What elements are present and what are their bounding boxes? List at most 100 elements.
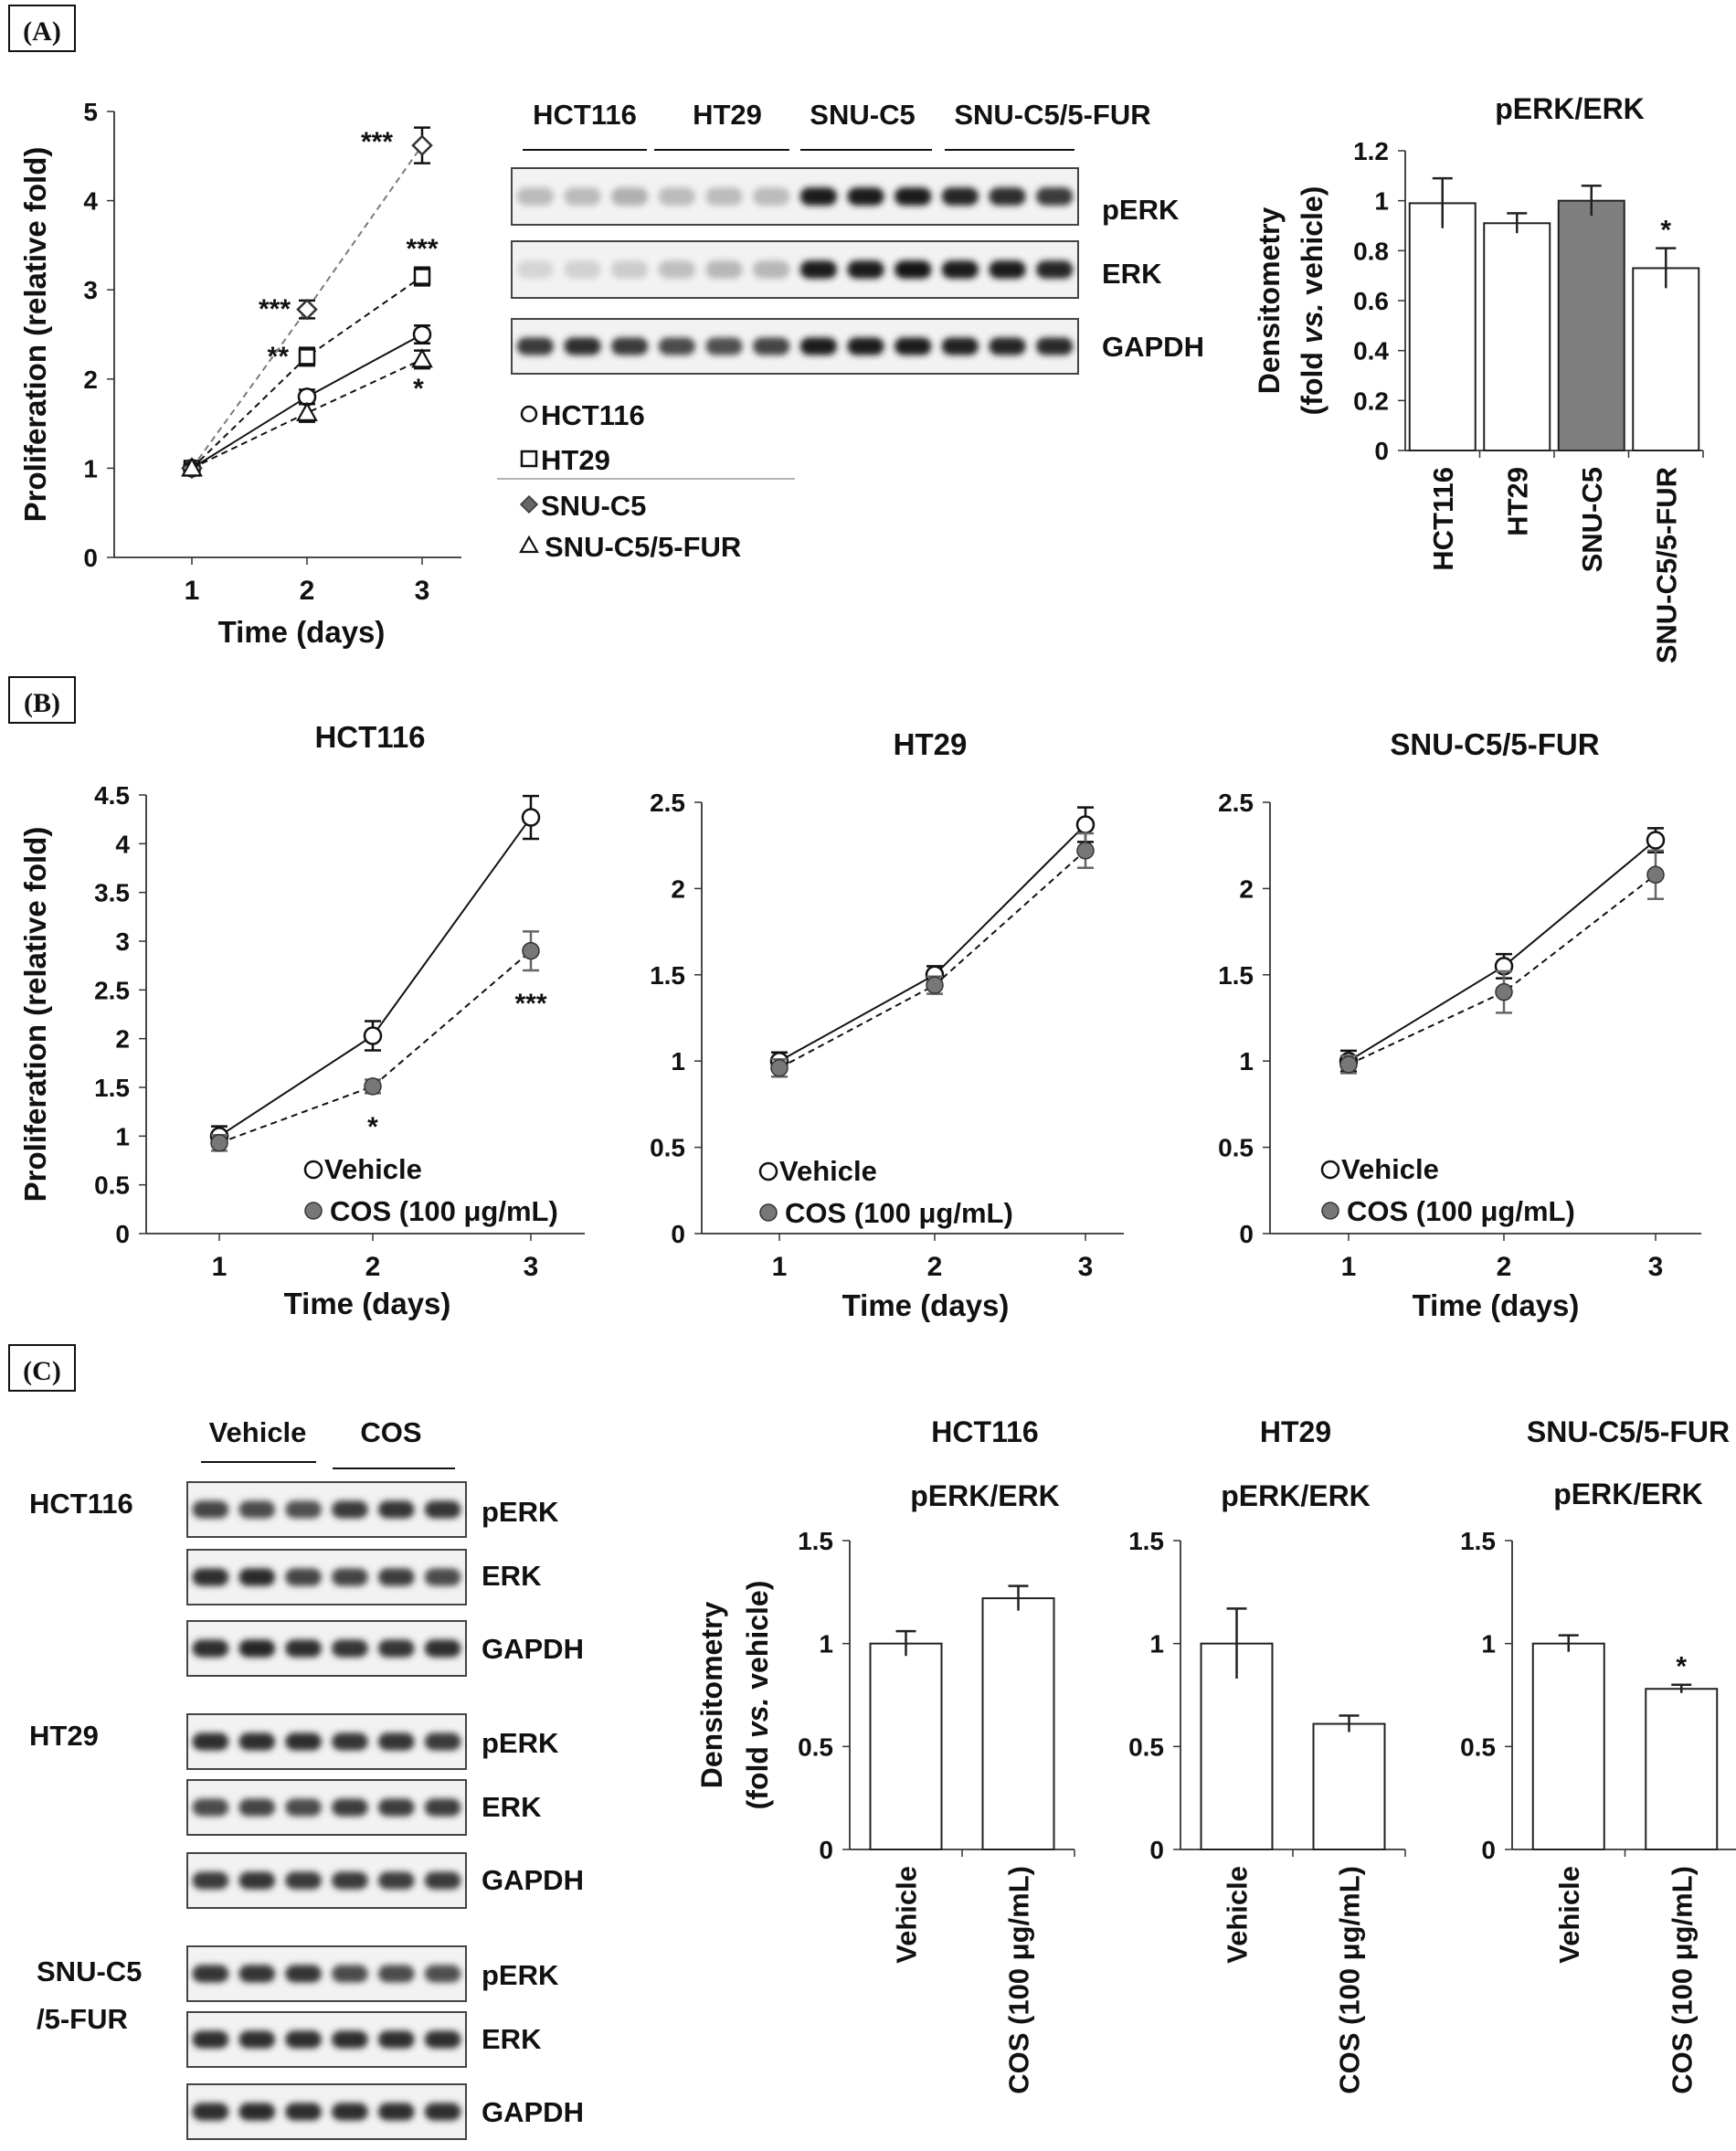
blot-c-cellline-hct116: HCT116	[29, 1488, 133, 1520]
blot-band	[658, 260, 695, 279]
legend-item-snu-c5-5fur: SNU-C5/5-FUR	[519, 531, 741, 563]
blot-band	[658, 187, 695, 206]
blot-membrane	[186, 1852, 467, 1909]
blot-membrane	[186, 1945, 467, 2002]
blot-c-row-label: GAPDH	[482, 1633, 584, 1665]
y-tick-label: 3.5	[94, 879, 130, 907]
x-tick-label: 3	[1648, 1252, 1664, 1282]
blot-band	[989, 260, 1026, 279]
blot-c-snu-perk	[186, 1945, 467, 2002]
diamond-filled-marker-icon	[519, 494, 539, 514]
data-point-circle-filled-icon	[1495, 982, 1513, 1001]
panel-label-a-text: (A)	[23, 16, 61, 47]
bar-snu-c5-5-fur	[1632, 267, 1700, 452]
y-tick-label: 1.5	[1460, 1527, 1496, 1555]
blot-band	[658, 337, 695, 355]
y-tick-label: 1	[671, 1047, 685, 1076]
blot-band	[705, 260, 743, 279]
y-tick-label: 2	[115, 1025, 130, 1054]
chart-subtitle: pERK/ERK	[1221, 1479, 1371, 1512]
blot-band	[192, 2030, 229, 2049]
chart-c-ht29: 0 0.5 1 1.5 Vehicle COS (100 μg/mL) HT29 pERK/E…	[1128, 1415, 1406, 2094]
circle-filled-marker-icon	[304, 1202, 323, 1220]
legend-label-cos: COS (100 μg/mL)	[1347, 1195, 1575, 1227]
blot-band	[753, 260, 790, 279]
data-point-circle-filled-icon	[1339, 1055, 1358, 1074]
legend-label: SNU-C5	[541, 490, 646, 522]
blot-membrane	[186, 1620, 467, 1677]
y-tick-label: 1	[1374, 187, 1389, 216]
legend-label-vehicle: Vehicle	[779, 1155, 877, 1187]
legend-label-vehicle: Vehicle	[1341, 1153, 1439, 1185]
y-tick-label: 0	[1239, 1220, 1254, 1248]
blot-c-cellline-ht29: HT29	[29, 1720, 99, 1752]
blot-a-erk	[511, 240, 1079, 299]
x-axis-label: Time (days)	[218, 615, 386, 649]
data-point-diamond-open-icon	[296, 298, 318, 321]
blot-c-hct116-perk	[186, 1481, 467, 1538]
blot-band	[847, 337, 884, 355]
y-tick-label: 0.5	[1218, 1134, 1254, 1162]
y-axis-label-line1: Densitometry	[1253, 207, 1286, 395]
blot-band	[332, 1871, 368, 1890]
blot-band	[424, 1500, 461, 1519]
chart-b-hct116: 0 0.5 1 1.5 2 2.5 3 3.5 4 4.5 1 2 3 Time (days) Prolif…	[18, 720, 585, 1320]
series-line	[218, 949, 532, 1144]
chart-a-proliferation: 0 1 2 3 4 5 1 2 3 Time (days) Proliferation (relat…	[18, 98, 461, 649]
blot-c-hct116-gapdh	[186, 1620, 467, 1677]
y-axis-label-line1: Densitometry	[695, 1602, 728, 1789]
blot-membrane	[186, 1549, 467, 1605]
blot-band	[424, 1798, 461, 1817]
y-tick-label: 0.5	[1128, 1732, 1164, 1761]
blot-band	[377, 1500, 415, 1519]
blot-c-row-label: ERK	[482, 1791, 542, 1823]
y-tick-label: 2.5	[1218, 789, 1254, 817]
y-tick-label: 2.5	[650, 789, 685, 817]
significance-label: ***	[259, 294, 291, 324]
series-line	[191, 144, 423, 469]
blot-band	[192, 1732, 229, 1751]
x-category-label: COS (100 μg/mL)	[1003, 1866, 1035, 2094]
y-tick-label: 3	[115, 927, 130, 956]
blot-band	[941, 187, 979, 206]
y-axis-label: Proliferation (relative fold)	[18, 827, 52, 1203]
chart-title: SNU-C5/5-FUR	[1527, 1415, 1730, 1448]
y-tick-label: 1	[819, 1630, 833, 1658]
y-tick-label: 0	[115, 1220, 130, 1248]
western-blot-c: Vehicle COS HCT116 HT29 SNU-C5 /5-FUR pE…	[29, 1416, 584, 2140]
square-open-marker-icon	[520, 450, 538, 468]
blot-band	[332, 1568, 368, 1586]
x-tick-label: 3	[415, 576, 430, 606]
blot-c-cellline-snu-line1: SNU-C5	[37, 1955, 142, 1987]
blot-c-row-label: GAPDH	[482, 2096, 584, 2128]
y-tick-label: 1.2	[1353, 137, 1389, 165]
blot-membrane	[511, 167, 1079, 226]
y-tick-label: 0	[83, 544, 98, 572]
y-tick-label: 1	[83, 454, 98, 482]
chart-subtitle: pERK/ERK	[1553, 1478, 1703, 1510]
significance-label: *	[1660, 216, 1671, 246]
data-point-diamond-open-icon	[411, 134, 433, 156]
significance-label: **	[268, 342, 290, 372]
x-category-label: SNU-C5/5-FUR	[1650, 467, 1682, 663]
y-tick-label: 2.5	[94, 976, 130, 1004]
chart-c-hct116: 0 0.5 1 1.5 Vehicle COS (100 μg/mL) HCT116 pERK…	[695, 1415, 1075, 2094]
blot-band	[799, 337, 837, 355]
data-point-circle-open-icon	[1646, 831, 1666, 850]
blot-band	[989, 337, 1026, 355]
blot-band	[1036, 187, 1074, 206]
y-tick-label: 0	[819, 1836, 833, 1864]
data-point-circle-filled-icon	[522, 941, 540, 960]
legend-item-hct116: HCT116	[520, 399, 645, 431]
blot-band	[799, 187, 837, 206]
bar-cos-100-g-ml-	[981, 1597, 1055, 1851]
blot-band	[564, 187, 601, 206]
blot-a-group-snu-c5: SNU-C5	[810, 99, 915, 131]
data-point-circle-open-icon	[363, 1026, 383, 1045]
legend-item-snu-c5: SNU-C5	[519, 490, 646, 522]
x-category-label: COS (100 μg/mL)	[1666, 1866, 1698, 2094]
y-tick-label: 1.5	[94, 1074, 130, 1102]
y-tick-label: 0.2	[1353, 387, 1389, 415]
blot-c-condition-vehicle: Vehicle	[209, 1416, 307, 1448]
